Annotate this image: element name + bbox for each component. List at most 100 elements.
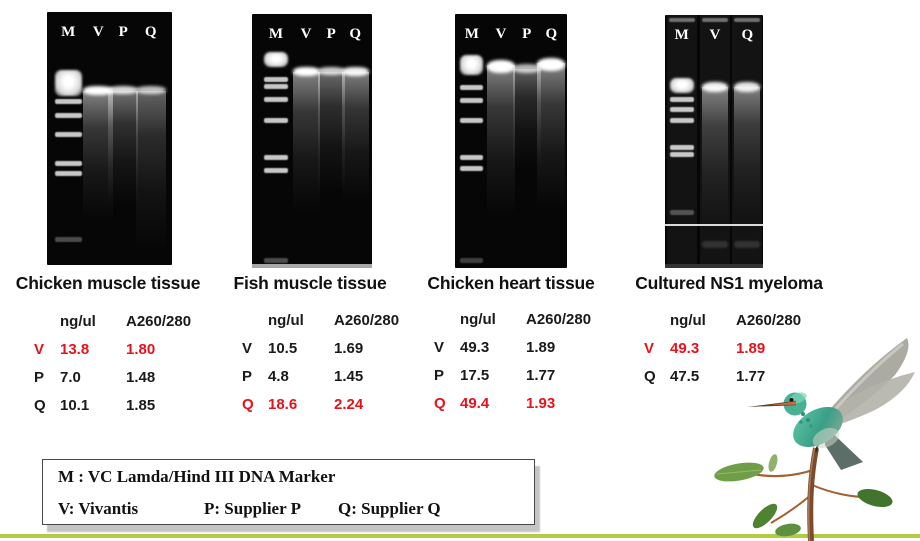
marker-ladder-band	[264, 97, 288, 102]
row-label: Q	[34, 396, 46, 414]
dna-smear	[83, 91, 114, 221]
row-label: V	[434, 338, 445, 356]
lane-label-v: V	[92, 24, 104, 40]
legend-item-supplier-q: Q: Supplier Q	[338, 499, 441, 518]
dna-band	[341, 67, 369, 76]
ng-value: 13.8	[60, 340, 90, 358]
ng-value: 10.5	[268, 339, 298, 357]
marker-ladder-band	[54, 171, 82, 176]
dna-band	[108, 86, 139, 94]
ratio-value: 2.24	[334, 395, 364, 413]
row-label: P	[34, 368, 45, 386]
gel-artifact-line	[665, 224, 763, 226]
row-label: Q	[644, 367, 656, 385]
measurement-table-ns1-myeloma: ng/ul A260/280 V 49.3 1.89 Q 47.5 1.77	[644, 306, 830, 390]
dna-band	[512, 64, 541, 73]
column-header-ng: ng/ul	[268, 311, 304, 329]
dna-band	[701, 82, 728, 92]
dna-residue-band	[734, 241, 761, 248]
dna-smear	[512, 69, 541, 169]
marker-ladder-band	[54, 113, 82, 118]
dna-smear	[292, 72, 320, 212]
marker-ladder-blob	[264, 52, 288, 67]
marker-ladder-band	[54, 237, 82, 242]
marker-ladder-band	[460, 258, 484, 263]
gel-lane	[699, 15, 730, 268]
ratio-value: 1.85	[126, 396, 156, 414]
row-label: V	[34, 340, 45, 358]
dna-smear	[537, 63, 566, 208]
gel-title-chicken-muscle: Chicken muscle tissue	[15, 273, 201, 293]
dna-smear	[486, 65, 515, 215]
ng-value: 49.4	[460, 394, 490, 412]
ratio-value: 1.89	[736, 339, 766, 357]
ratio-value: 1.93	[526, 394, 556, 412]
dna-smear	[734, 87, 761, 217]
marker-ladder-band	[669, 152, 694, 157]
dna-band	[83, 86, 114, 95]
ng-value: 10.1	[60, 396, 90, 414]
lane-label-p: P	[118, 24, 128, 40]
lane-label-m: M	[61, 24, 76, 40]
lane-label-q: Q	[545, 26, 558, 42]
marker-ladder-band	[264, 77, 288, 82]
marker-ladder-blob	[669, 78, 694, 93]
dna-smear	[317, 72, 345, 192]
ng-value: 17.5	[460, 366, 490, 384]
marker-ladder-blob	[54, 70, 82, 96]
lane-label-m: M	[268, 26, 284, 42]
gel-well	[701, 18, 728, 22]
marker-ladder-band	[264, 155, 288, 160]
row-label: V	[242, 339, 253, 357]
marker-ladder-band	[460, 85, 484, 90]
marker-ladder-band	[669, 107, 694, 112]
gel-lane	[666, 15, 697, 268]
gel-bottom-edge	[665, 264, 763, 268]
ng-value: 18.6	[268, 395, 298, 413]
lane-label-q: Q	[144, 24, 157, 40]
legend-item-vivantis: V: Vivantis	[58, 499, 139, 518]
ratio-value: 1.48	[126, 368, 156, 386]
ng-value: 49.3	[460, 338, 490, 356]
marker-ladder-band	[460, 155, 484, 160]
gel-title-ns1-myeloma: Cultured NS1 myeloma	[635, 273, 823, 293]
dna-band	[317, 67, 345, 75]
dna-band	[734, 82, 761, 92]
gel-bottom-edge	[252, 264, 372, 268]
row-label: P	[434, 366, 445, 384]
row-label: Q	[242, 395, 254, 413]
gel-lane	[732, 15, 763, 268]
column-header-ng: ng/ul	[670, 311, 706, 329]
ratio-value: 1.77	[736, 367, 766, 385]
ng-value: 49.3	[670, 339, 700, 357]
marker-ladder-band	[669, 145, 694, 150]
marker-ladder-blob	[460, 55, 484, 75]
legend-box: M : VC Lamda/Hind III DNA Marker V: Viva…	[42, 459, 535, 525]
legend-item-supplier-p: P: Supplier P	[204, 499, 301, 518]
row-label: P	[242, 367, 253, 385]
ratio-value: 1.69	[334, 339, 364, 357]
lane-label-v: V	[300, 26, 312, 42]
column-header-ratio: A260/280	[736, 311, 802, 329]
lane-label-m: M	[464, 26, 479, 42]
marker-ladder-band	[264, 168, 288, 173]
gel-well	[668, 18, 695, 22]
lane-label-v: V	[709, 27, 721, 43]
column-header-ng: ng/ul	[460, 310, 496, 328]
row-label: Q	[434, 394, 446, 412]
gel-well	[734, 18, 761, 22]
row-label: V	[644, 339, 655, 357]
lane-label-q: Q	[741, 27, 754, 43]
gel-title-chicken-heart: Chicken heart tissue	[427, 273, 595, 293]
marker-ladder-band	[264, 118, 288, 123]
ng-value: 4.8	[268, 367, 289, 385]
marker-ladder-band	[54, 132, 82, 137]
marker-ladder-band	[460, 98, 484, 103]
measurement-table-fish-muscle: ng/ul A260/280 V 10.5 1.69 P 4.8 1.45 Q …	[242, 306, 428, 418]
marker-ladder-band	[460, 166, 484, 171]
